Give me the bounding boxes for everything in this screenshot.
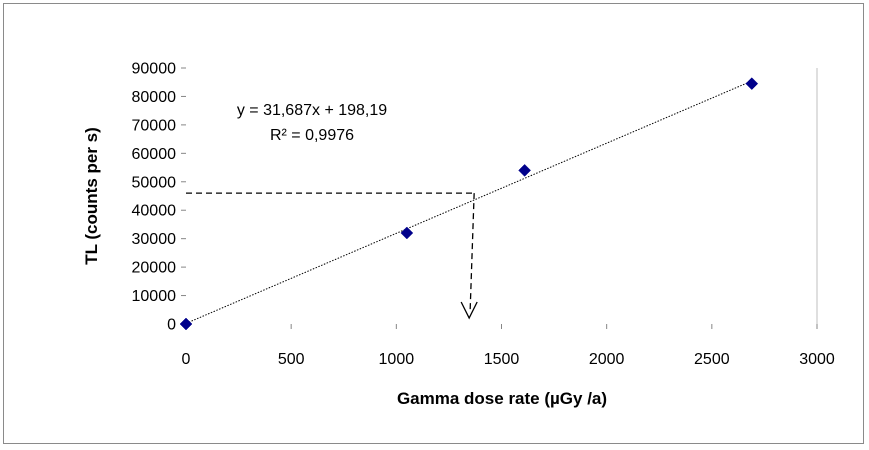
annotation-arrowhead [460,301,478,320]
chart-frame [3,3,864,444]
x-tick-label: 2500 [694,351,730,368]
y-axis-ticks: 0 10000 20000 30000 40000 50000 60000 70000 8000… [132,61,186,334]
y-tick-label: 70000 [132,117,177,134]
y-axis-title: TL (counts per s) [82,127,101,265]
y-tick-label: 90000 [132,61,177,78]
x-tick-label: 500 [278,351,305,368]
y-tick-label: 50000 [132,174,177,191]
data-points [179,77,759,331]
y-tick-label: 20000 [132,260,177,277]
trendline [185,80,752,324]
x-tick-label: 1000 [379,351,415,368]
x-tick-label: 3000 [799,351,835,368]
y-tick-label: 30000 [132,231,177,248]
annotation-vertical-line [469,193,475,311]
y-tick-label: 0 [167,317,176,334]
x-tick-label: 2000 [589,351,625,368]
r-squared-label: R² = 0,9976 [270,127,354,144]
dose-readout-annotation [186,192,478,320]
x-axis-ticks: 0 500 1000 1500 2000 2500 3000 [182,324,835,368]
trendline-equation: y = 31,687x + 198,19 [237,102,387,119]
x-tick-label: 1500 [484,351,520,368]
y-tick-label: 40000 [132,203,177,220]
data-point [745,77,759,90]
data-point [179,317,193,331]
data-point [400,226,414,240]
y-tick-label: 10000 [132,288,177,305]
y-tick-label: 80000 [132,89,177,106]
y-tick-label: 60000 [132,146,177,163]
x-tick-label: 0 [182,351,191,368]
data-point [518,164,531,177]
x-axis-title: Gamma dose rate (µGy /a) [397,389,607,408]
